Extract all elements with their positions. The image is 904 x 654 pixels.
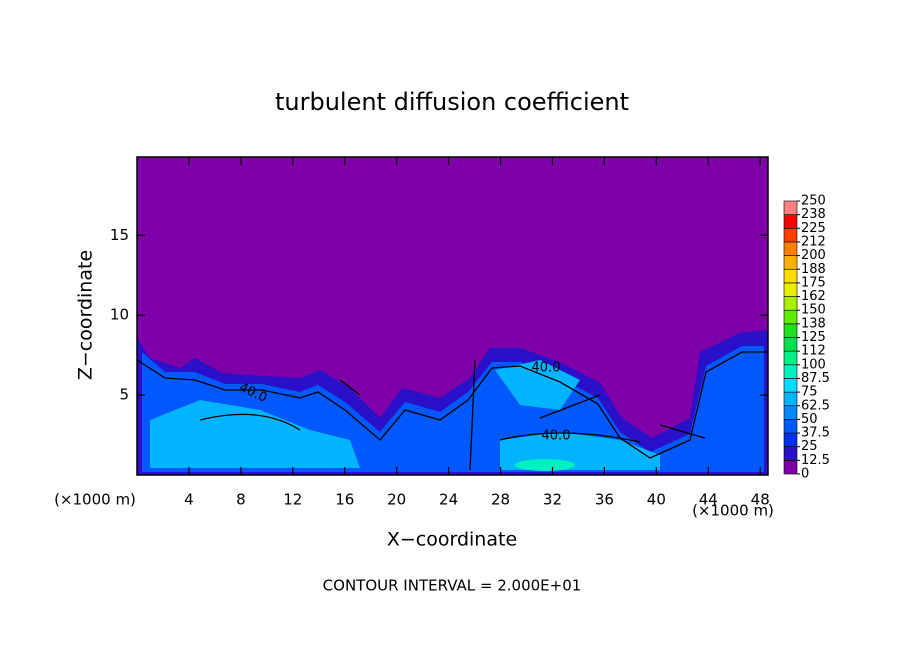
- colorbar-label: 138: [801, 316, 826, 331]
- field-region: [150, 400, 360, 468]
- colorbar-label: 175: [801, 275, 826, 290]
- colorbar-label: 112: [801, 344, 826, 359]
- colorbar-swatch: [783, 200, 798, 215]
- x-tick-label: 12: [283, 491, 302, 509]
- colorbar-label: 125: [801, 330, 826, 345]
- contour-line: [136, 351, 768, 459]
- colorbar-label: 75: [801, 385, 818, 400]
- y-axis-label: Z−coordinate: [75, 250, 97, 380]
- colorbar-label: 225: [801, 221, 826, 236]
- x-tick-label: 48: [751, 491, 770, 509]
- x-tick-label: 44: [699, 491, 718, 509]
- colorbar-label: 100: [801, 357, 826, 372]
- colorbar-swatch: [783, 419, 798, 434]
- colorbar-swatch: [783, 255, 798, 270]
- colorbar-label: 250: [801, 194, 826, 209]
- field-region: [495, 360, 580, 410]
- x-tick-label: 16: [335, 491, 354, 509]
- x-tick-label: 8: [236, 491, 246, 509]
- colorbar-swatch: [783, 391, 798, 407]
- colorbar-swatch: [783, 268, 798, 284]
- colorbar-swatch: [783, 446, 798, 461]
- field: [136, 157, 768, 475]
- x-tick-label: 36: [595, 491, 614, 509]
- colorbar-label: 50: [801, 412, 818, 427]
- colorbar-swatch: [783, 378, 798, 393]
- contour-line: [199, 359, 706, 471]
- x-axis-label: X−coordinate: [387, 529, 517, 551]
- y-tick-label: 15: [110, 226, 129, 244]
- colorbar-swatch: [783, 214, 798, 229]
- colorbar-swatch: [783, 405, 798, 420]
- colorbar-label: 200: [801, 248, 826, 263]
- colorbar-label: 212: [801, 234, 826, 249]
- x-tick-label: 32: [543, 491, 562, 509]
- colorbar-swatch: [783, 432, 798, 447]
- colorbar-swatch: [783, 337, 798, 352]
- y-tick-label: 5: [119, 386, 129, 404]
- colorbar-label: 62.5: [801, 398, 830, 413]
- colorbar-label: 87.5: [801, 371, 830, 386]
- x-tick-label: 40: [647, 491, 666, 509]
- colorbar-swatch: [783, 323, 798, 338]
- colorbar-label: 188: [801, 262, 826, 277]
- x-tick-label: 4: [184, 491, 194, 509]
- colorbar-swatch: [783, 460, 798, 475]
- colorbar-swatch: [783, 309, 798, 325]
- contour-label: 40.0: [532, 361, 561, 376]
- field-region: [515, 459, 575, 471]
- y-unit-label: (×1000 m): [54, 491, 136, 509]
- colorbar-swatch: [783, 282, 798, 297]
- colorbar-label: 150: [801, 303, 826, 318]
- chart-title: turbulent diffusion coefficient: [275, 88, 629, 116]
- colorbar-swatch: [783, 350, 798, 366]
- colorbar-swatch: [783, 296, 798, 311]
- plot-frame: [136, 156, 769, 476]
- x-tick-label: 24: [439, 491, 458, 509]
- colorbar-label: 0: [801, 467, 809, 482]
- colorbar-swatch: [783, 364, 798, 379]
- x-tick-label: 20: [387, 491, 406, 509]
- colorbar-label: 238: [801, 207, 826, 222]
- x-tick-label: 28: [491, 491, 510, 509]
- contour-label: 40.0: [542, 429, 571, 444]
- y-tick-label: 10: [110, 306, 129, 324]
- colorbar-label: 12.5: [801, 453, 830, 468]
- colorbar-swatch: [783, 241, 798, 256]
- colorbar-label: 37.5: [801, 426, 830, 441]
- footer-note: CONTOUR INTERVAL = 2.000E+01: [323, 577, 582, 595]
- colorbar-swatch: [783, 228, 798, 243]
- colorbar-label: 25: [801, 439, 818, 454]
- colorbar-label: 162: [801, 289, 826, 304]
- x-unit-label: (×1000 m): [692, 502, 774, 520]
